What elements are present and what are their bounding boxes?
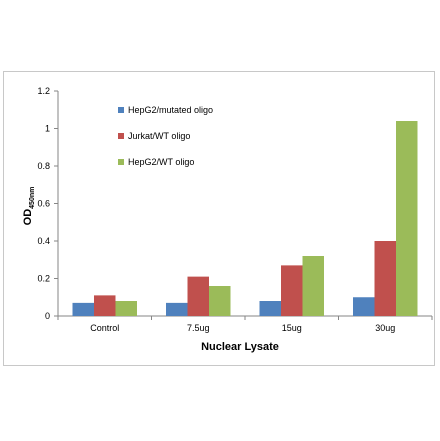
x-tick-label: Control (90, 323, 119, 333)
bar (353, 297, 375, 316)
bar (302, 256, 324, 316)
y-axis-title-main: OD (22, 209, 34, 226)
x-tick-label: 30ug (375, 323, 395, 333)
chart-frame (3, 71, 435, 366)
x-tick-label: 15ug (282, 323, 302, 333)
x-tick-label: 7.5ug (187, 323, 210, 333)
bar (281, 265, 303, 316)
bar (209, 286, 231, 316)
bar (187, 276, 209, 316)
y-tick-label: 0 (45, 311, 50, 321)
legend: HepG2/mutated oligo Jurkat/WT oligo HepG2/… (118, 105, 213, 167)
x-axis-title: Nuclear Lysate (201, 341, 279, 353)
x-tick-labels: Control 7.5ug 15ug 30ug (90, 323, 395, 333)
legend-swatch (118, 107, 124, 113)
bar (166, 302, 188, 316)
legend-label: Jurkat/WT oligo (128, 131, 190, 141)
bar (115, 301, 137, 316)
y-tick-label: 0.6 (37, 199, 50, 209)
y-tick-label: 1.2 (37, 86, 50, 96)
bar (374, 241, 396, 316)
y-axis-title-subscript: 450nm (29, 187, 36, 209)
legend-label: HepG2/WT oligo (128, 157, 194, 167)
bar (72, 302, 94, 316)
y-axis-title: OD450nm (22, 187, 36, 226)
bar (94, 295, 116, 316)
legend-swatch (118, 159, 124, 165)
bar (259, 301, 281, 316)
legend-label: HepG2/mutated oligo (128, 105, 213, 115)
y-tick-label: 0.4 (37, 236, 50, 246)
y-tick-label: 1 (45, 124, 50, 134)
y-tick-label: 0.8 (37, 161, 50, 171)
y-tick-labels: 0 0.2 0.4 0.6 0.8 1 1.2 (37, 86, 50, 321)
legend-swatch (118, 133, 124, 139)
bar (396, 121, 418, 316)
bars (72, 121, 418, 316)
y-tick-label: 0.2 (37, 274, 50, 284)
